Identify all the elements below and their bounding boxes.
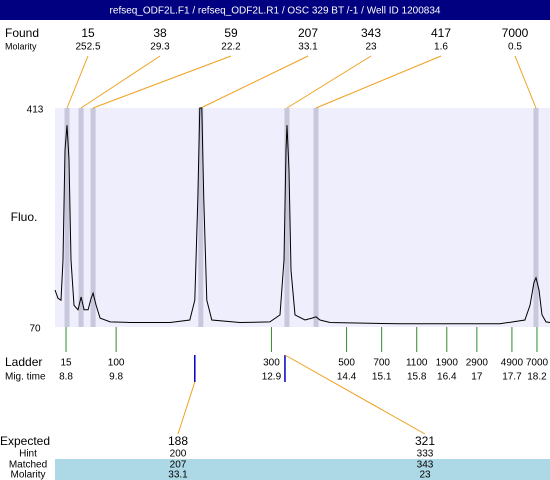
found-connector — [200, 55, 309, 109]
peak-band — [284, 108, 290, 327]
mig-time-label: Mig. time — [5, 372, 46, 383]
expected-connector — [177, 381, 196, 435]
found-molarity: 22.2 — [221, 42, 241, 53]
mig-time: 16.4 — [437, 372, 457, 383]
found-molarity: 29.3 — [150, 42, 170, 53]
found-connector — [80, 55, 161, 109]
matched-band — [55, 459, 550, 480]
found-size: 7000 — [502, 26, 529, 40]
header-title: refseq_ODF2L.F1 / refseq_ODF2L.R1 / OSC … — [110, 6, 441, 17]
mig-time: 14.4 — [337, 372, 357, 383]
found-size: 15 — [81, 26, 95, 40]
matched: 343 — [417, 460, 434, 471]
molarity-label: Molarity — [10, 470, 45, 480]
y-tick-label: 70 — [29, 324, 41, 335]
trace — [54, 107, 550, 325]
ladder-size: 1900 — [436, 358, 459, 369]
mig-time: 18.2 — [527, 372, 547, 383]
ladder-size: 7000 — [526, 358, 549, 369]
expected-size: 188 — [168, 434, 188, 448]
plot-area — [55, 108, 550, 327]
found-molarity: 1.6 — [434, 42, 448, 53]
mig-time: 12.9 — [262, 372, 282, 383]
peak-band — [198, 108, 204, 327]
mig-time: 9.8 — [109, 372, 123, 383]
found-size: 343 — [361, 26, 381, 40]
ladder-size: 2900 — [466, 358, 489, 369]
found-connector — [92, 55, 232, 109]
expected-label: Expected — [0, 434, 50, 448]
found-size: 417 — [431, 26, 451, 40]
peak-band — [533, 108, 539, 327]
ladder-size: 15 — [60, 358, 72, 369]
peak-band — [78, 108, 84, 327]
mig-time: 17.7 — [502, 372, 522, 383]
matched-molarity: 23 — [419, 470, 431, 480]
molarity-label: Molarity — [5, 41, 37, 51]
hint: 200 — [170, 449, 187, 460]
found-molarity: 252.5 — [75, 42, 100, 53]
ladder-size: 4900 — [501, 358, 524, 369]
matched-molarity: 33.1 — [168, 470, 188, 480]
ladder-size: 700 — [373, 358, 390, 369]
found-molarity: 33.1 — [298, 42, 318, 53]
ladder-label: Ladder — [5, 355, 42, 369]
found-connector — [66, 55, 89, 109]
ladder-size: 500 — [338, 358, 355, 369]
mig-time: 15.8 — [407, 372, 427, 383]
expected-size: 321 — [415, 434, 435, 448]
found-size: 207 — [298, 26, 318, 40]
hint-label: Hint — [19, 449, 37, 460]
ladder-size: 300 — [263, 358, 280, 369]
found-size: 59 — [224, 26, 238, 40]
mig-time: 8.8 — [59, 372, 73, 383]
found-molarity: 23 — [365, 42, 377, 53]
ladder-size: 100 — [108, 358, 125, 369]
found-connector — [315, 55, 442, 109]
expected-connector — [284, 354, 426, 435]
peak-band — [90, 108, 96, 327]
found-label: Found — [5, 26, 39, 40]
peak-band — [313, 108, 319, 327]
hint: 333 — [417, 449, 434, 460]
header-bar — [0, 0, 550, 20]
matched-label: Matched — [9, 460, 47, 471]
peak-band — [64, 108, 70, 327]
y-tick-label: 413 — [27, 105, 44, 116]
y-axis-label: Fluo. — [11, 210, 38, 224]
found-connector — [514, 55, 537, 109]
found-connector — [286, 55, 372, 109]
mig-time: 17 — [471, 372, 483, 383]
ladder-size: 1100 — [406, 358, 428, 369]
mig-time: 15.1 — [372, 372, 392, 383]
matched: 207 — [170, 460, 187, 471]
found-size: 38 — [153, 26, 167, 40]
found-molarity: 0.5 — [508, 42, 522, 53]
